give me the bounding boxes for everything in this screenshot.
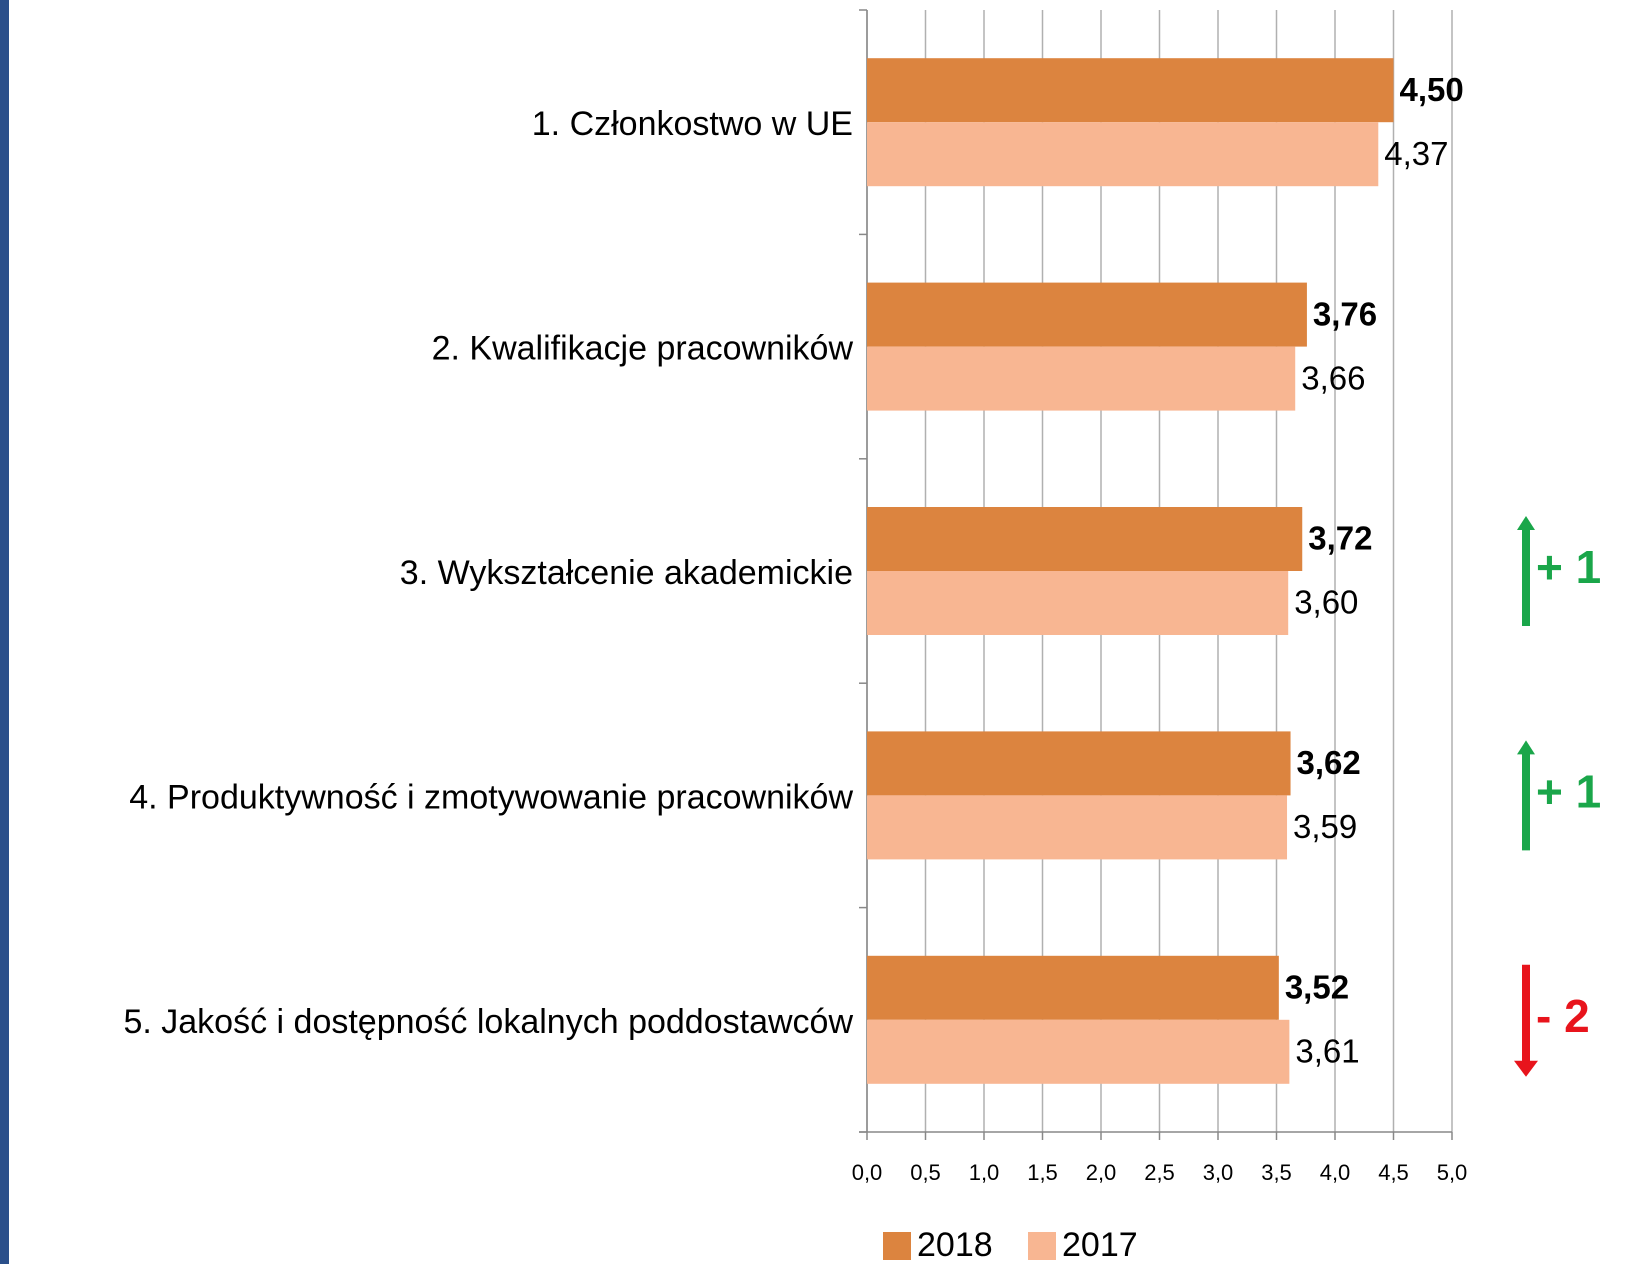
- value-label: 3,61: [1295, 1033, 1359, 1070]
- legend-label: 2017: [1062, 1226, 1138, 1264]
- bar: [867, 955, 1279, 1020]
- legend-label: 2018: [917, 1226, 993, 1264]
- bar: [867, 1019, 1290, 1084]
- value-label: 4,50: [1400, 71, 1464, 108]
- bar: [867, 346, 1296, 411]
- value-label: 4,37: [1384, 135, 1448, 172]
- category-label: 5. Jakość i dostępność lokalnych poddost…: [123, 1003, 853, 1041]
- category-label: 4. Produktywność i zmotywowanie pracowni…: [129, 778, 853, 816]
- value-label: 3,52: [1285, 969, 1349, 1006]
- bar: [867, 507, 1303, 571]
- category-label: 3. Wykształcenie akademickie: [400, 554, 853, 592]
- annotation: + 1: [1536, 541, 1601, 593]
- annotation: - 2: [1536, 990, 1590, 1042]
- bar: [867, 731, 1291, 796]
- bar: [867, 571, 1289, 635]
- category-label: 2. Kwalifikacje pracowników: [432, 330, 854, 368]
- x-tick-label: 5,0: [1437, 1160, 1468, 1185]
- x-tick-label: 4,5: [1378, 1160, 1409, 1185]
- x-tick-label: 0,5: [910, 1160, 941, 1185]
- x-tick-label: 1,0: [969, 1160, 1000, 1185]
- value-label: 3,66: [1301, 359, 1365, 396]
- x-tick-label: 0,0: [852, 1160, 883, 1185]
- bar: [867, 795, 1288, 860]
- annotation-arrow-head: [1517, 740, 1535, 755]
- category-label: 1. Członkostwo w UE: [532, 105, 853, 143]
- bar: [867, 282, 1307, 347]
- value-label: 3,60: [1294, 584, 1358, 621]
- x-tick-label: 3,5: [1261, 1160, 1292, 1185]
- value-label: 3,62: [1297, 744, 1361, 781]
- value-label: 3,76: [1313, 295, 1377, 332]
- bar: [867, 58, 1394, 123]
- annotation: + 1: [1536, 766, 1601, 818]
- x-tick-label: 4,0: [1320, 1160, 1351, 1185]
- x-tick-label: 2,0: [1086, 1160, 1117, 1185]
- x-tick-label: 1,5: [1027, 1160, 1058, 1185]
- x-tick-label: 2,5: [1144, 1160, 1175, 1185]
- x-tick-label: 3,0: [1203, 1160, 1234, 1185]
- value-label: 3,72: [1308, 520, 1372, 557]
- annotation-arrow-head: [1517, 516, 1535, 530]
- legend-swatch: [883, 1232, 911, 1260]
- left-edge-strip: [0, 0, 9, 1264]
- value-label: 3,59: [1293, 808, 1357, 845]
- annotation-arrow-head: [1514, 1060, 1538, 1077]
- bar: [867, 122, 1379, 187]
- legend-swatch: [1028, 1232, 1056, 1260]
